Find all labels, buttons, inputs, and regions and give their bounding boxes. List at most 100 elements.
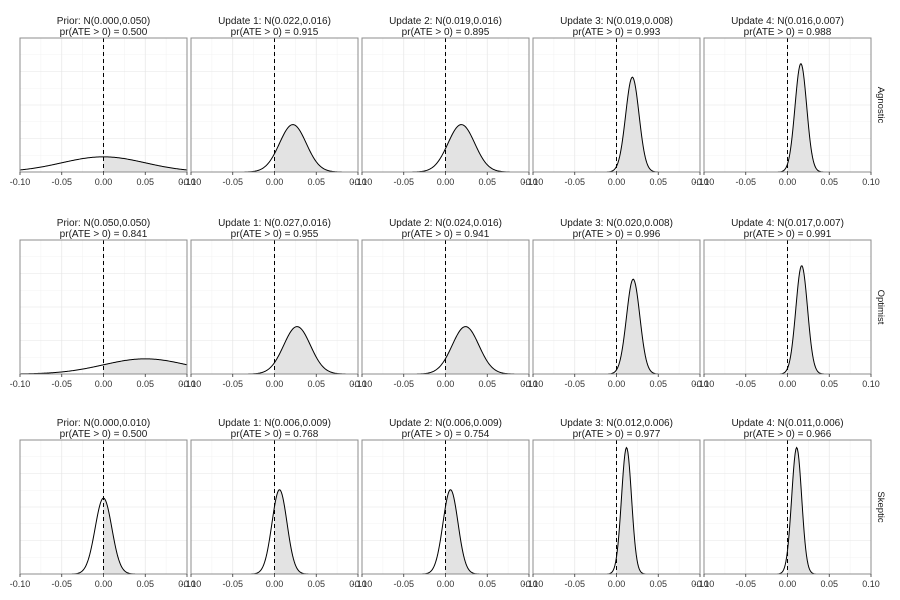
panel-r1-c5-x-tick-label: -0.10	[694, 177, 715, 187]
panel-r2-c3-x-tick-label: -0.10	[352, 379, 373, 389]
panel-r1-c1-shaded-area	[103, 156, 187, 172]
panel-r1-c2-x-tick-label: 0.10	[349, 177, 367, 187]
panel-r3-c3-x-tick-label: -0.10	[352, 579, 373, 589]
panel-r2-c3-x-tick-label: 0.10	[520, 379, 538, 389]
panel-r2-c3-title: Update 2: N(0.024,0.016)	[389, 218, 502, 229]
panel-r2-c5-x-tick-label: -0.10	[694, 379, 715, 389]
panel-r3-c4-x-tick-label: -0.10	[523, 579, 544, 589]
panel-r1-c5-x-tick-label: 0.05	[820, 177, 838, 187]
panel-r3-c2-probability-label: pr(ATE > 0) = 0.768	[231, 429, 319, 440]
panel-r3-c2-x-tick-label: 0.05	[307, 579, 325, 589]
panel-r1-c4-x-tick-label: 0.00	[608, 177, 626, 187]
panel-r1-c2-x-tick-label: -0.10	[181, 177, 202, 187]
panel-r3-c2-title: Update 1: N(0.006,0.009)	[218, 418, 331, 429]
panel-r1-c1-probability-label: pr(ATE > 0) = 0.500	[60, 27, 148, 38]
panel-r1-c3-probability-label: pr(ATE > 0) = 0.895	[402, 27, 490, 38]
panel-r2-c5-x-tick-label: 0.10	[862, 379, 880, 389]
panel-r2-c5-x-tick-label: 0.00	[779, 379, 797, 389]
panel-r1-c1-x-tick-label: 0.00	[95, 177, 113, 187]
panel-r1-c4-x-tick-label: -0.10	[523, 177, 544, 187]
panel-r1-c3-x-tick-label: -0.10	[352, 177, 373, 187]
panel-r3-c1-x-tick-label: -0.10	[10, 579, 31, 589]
panel-r1-c1-x-tick-label: -0.05	[51, 177, 72, 187]
panel-r2-c4-x-tick-label: 0.05	[649, 379, 667, 389]
panel-r3-c2-x-tick-label: 0.00	[266, 579, 284, 589]
panel-r1-c2-title: Update 1: N(0.022,0.016)	[218, 16, 331, 27]
panel-r2-c4-x-tick-label: 0.10	[691, 379, 709, 389]
panel-r2-c2-probability-label: pr(ATE > 0) = 0.955	[231, 229, 319, 240]
panel-r2-c3-x-tick-label: -0.05	[393, 379, 414, 389]
panel-r2-c5-x-tick-label: 0.05	[820, 379, 838, 389]
panel-r3-c5-x-tick-label: -0.05	[735, 579, 756, 589]
panel-r3-c4-probability-label: pr(ATE > 0) = 0.977	[573, 429, 661, 440]
panel-r2-c5-title: Update 4: N(0.017,0.007)	[731, 218, 844, 229]
panel-r2-c2-title: Update 1: N(0.027,0.016)	[218, 218, 331, 229]
panel-r2-c2-x-tick-label: -0.05	[222, 379, 243, 389]
panel-r3-c3-x-tick-label: 0.00	[437, 579, 455, 589]
panel-r3-c2-x-tick-label: -0.10	[181, 579, 202, 589]
panel-r3-c2-x-tick-label: -0.05	[222, 579, 243, 589]
panel-r2-c2-x-tick-label: 0.05	[307, 379, 325, 389]
panel-r1-c4-title: Update 3: N(0.019,0.008)	[560, 16, 673, 27]
panel-r3-c4-shaded-area	[616, 447, 700, 574]
panel-r2-c1-x-tick-label: -0.05	[51, 379, 72, 389]
panel-r2-c2-x-tick-label: 0.10	[349, 379, 367, 389]
panel-r1-c3-x-tick-label: 0.10	[520, 177, 538, 187]
panel-r1-c3-title: Update 2: N(0.019,0.016)	[389, 16, 502, 27]
panel-r3-c5-x-tick-label: 0.05	[820, 579, 838, 589]
panel-r1-c4-x-tick-label: 0.05	[649, 177, 667, 187]
panel-r3-c1-x-tick-label: -0.05	[51, 579, 72, 589]
panel-r3-c1-x-tick-label: 0.00	[95, 579, 113, 589]
panel-r3-c5-title: Update 4: N(0.011,0.006)	[731, 418, 843, 429]
panel-r1-c5-shaded-area	[787, 63, 871, 172]
panel-r3-c1-x-tick-label: 0.05	[136, 579, 154, 589]
panel-r2-c3-shaded-area	[445, 326, 529, 374]
panel-r2-c1-x-tick-label: 0.10	[178, 379, 196, 389]
panel-r3-c4-x-tick-label: 0.00	[608, 579, 626, 589]
panel-r1-c5-x-tick-label: -0.05	[735, 177, 756, 187]
panel-r1-c2-x-tick-label: 0.00	[266, 177, 284, 187]
panel-r1-c2-probability-label: pr(ATE > 0) = 0.915	[231, 27, 319, 38]
panel-r2-c5-probability-label: pr(ATE > 0) = 0.991	[744, 229, 832, 240]
panel-r1-c5-x-tick-label: 0.10	[862, 177, 880, 187]
panel-r2-c1-x-tick-label: 0.05	[136, 379, 154, 389]
panel-r3-c4-x-tick-label: 0.10	[691, 579, 709, 589]
panel-r3-c3-probability-label: pr(ATE > 0) = 0.754	[402, 429, 490, 440]
panel-r3-c5-x-tick-label: 0.00	[779, 579, 797, 589]
panel-r2-c2-x-tick-label: -0.10	[181, 379, 202, 389]
panel-r1-c3-x-tick-label: -0.05	[393, 177, 414, 187]
panel-r3-c5-x-tick-label: 0.10	[862, 579, 880, 589]
panel-r2-c1-x-tick-label: 0.00	[95, 379, 113, 389]
panel-r3-c3-x-tick-label: 0.05	[478, 579, 496, 589]
facet-label-agnostic: Agnostic	[875, 87, 886, 124]
panel-r3-c1-title: Prior: N(0.000,0.010)	[57, 418, 150, 429]
panel-r2-c3-x-tick-label: 0.05	[478, 379, 496, 389]
panel-r2-c2-x-tick-label: 0.00	[266, 379, 284, 389]
panel-r1-c2-shaded-area	[274, 124, 358, 172]
panel-r2-c4-probability-label: pr(ATE > 0) = 0.996	[573, 229, 661, 240]
panel-r3-c1-shaded-area	[103, 498, 187, 574]
panel-r3-c4-title: Update 3: N(0.012,0.006)	[560, 418, 673, 429]
panel-r1-c3-shaded-area	[445, 124, 529, 172]
panel-r3-c3-x-tick-label: -0.05	[393, 579, 414, 589]
panel-r2-c4-x-tick-label: 0.00	[608, 379, 626, 389]
panel-r1-c5-x-tick-label: 0.00	[779, 177, 797, 187]
panel-r2-c1-x-tick-label: -0.10	[10, 379, 31, 389]
panel-r1-c4-x-tick-label: -0.05	[564, 177, 585, 187]
panel-r1-c1-x-tick-label: -0.10	[10, 177, 31, 187]
panel-r1-c1-density-curve	[19, 156, 188, 171]
panel-r3-c5-shaded-area	[787, 447, 871, 574]
panel-r2-c4-x-tick-label: -0.05	[564, 379, 585, 389]
panel-r2-c4-x-tick-label: -0.10	[523, 379, 544, 389]
panel-r3-c5-x-tick-label: -0.10	[694, 579, 715, 589]
panel-r3-c3-x-tick-label: 0.10	[520, 579, 538, 589]
panel-r3-c4-x-tick-label: -0.05	[564, 579, 585, 589]
facet-label-optimist: Optimist	[875, 290, 886, 325]
panel-r2-c4-shaded-area	[616, 279, 700, 374]
panel-r3-c1-probability-label: pr(ATE > 0) = 0.500	[60, 429, 148, 440]
panel-r1-c2-x-tick-label: 0.05	[307, 177, 325, 187]
panel-r2-c1-density-curve	[19, 358, 188, 375]
panel-r1-c1-x-tick-label: 0.05	[136, 177, 154, 187]
panel-r1-c5-title: Update 4: N(0.016,0.007)	[731, 16, 844, 27]
panel-r2-c3-probability-label: pr(ATE > 0) = 0.941	[402, 229, 490, 240]
